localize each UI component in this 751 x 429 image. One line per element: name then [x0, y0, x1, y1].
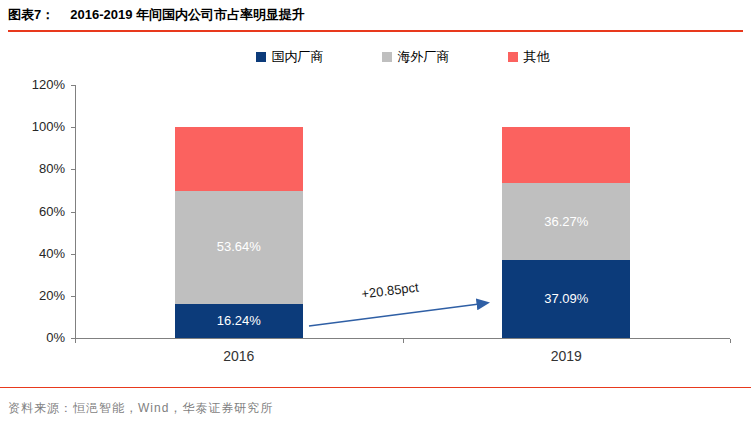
- y-axis-tick: [71, 169, 75, 170]
- y-tick-label: 100%: [13, 119, 65, 135]
- legend-label: 其他: [524, 48, 550, 66]
- figure-panel: 图表7： 2016-2019 年间国内公司市占率明显提升 国内厂商海外厂商其他 …: [0, 0, 751, 429]
- y-tick-label: 120%: [13, 77, 65, 93]
- figure-title: 2016-2019 年间国内公司市占率明显提升: [70, 6, 305, 24]
- legend-swatch-icon: [256, 52, 266, 62]
- legend-item-其他: 其他: [508, 48, 550, 66]
- legend-swatch-icon: [508, 52, 518, 62]
- source-note: 资料来源：恒浥智能，Wind，华泰证券研究所: [8, 401, 273, 415]
- annotation-text: +20.85pct: [330, 276, 451, 306]
- bar-segment-value: 16.24%: [175, 313, 303, 329]
- x-axis-tick: [403, 339, 404, 343]
- x-category-label: 2019: [526, 348, 606, 364]
- x-category-label: 2016: [199, 348, 279, 364]
- y-tick-label: 80%: [13, 161, 65, 177]
- y-tick-label: 40%: [13, 246, 65, 262]
- x-axis-tick: [75, 339, 76, 343]
- legend-item-海外厂商: 海外厂商: [382, 48, 450, 66]
- figure-footer: 资料来源：恒浥智能，Wind，华泰证券研究所: [0, 387, 751, 417]
- y-axis-tick: [71, 85, 75, 86]
- y-tick-label: 20%: [13, 288, 65, 304]
- y-axis-tick: [71, 212, 75, 213]
- y-tick-label: 0%: [13, 330, 65, 346]
- figure-header: 图表7： 2016-2019 年间国内公司市占率明显提升: [8, 0, 743, 32]
- y-tick-label: 60%: [13, 204, 65, 220]
- bar-segment-value: 36.27%: [502, 214, 630, 230]
- y-axis-tick: [71, 127, 75, 128]
- legend-label: 海外厂商: [398, 48, 450, 66]
- figure-number-label: 图表7：: [8, 6, 54, 24]
- legend-item-国内厂商: 国内厂商: [256, 48, 324, 66]
- y-axis: [75, 85, 76, 338]
- legend-swatch-icon: [382, 52, 392, 62]
- y-axis-tick: [71, 296, 75, 297]
- bar-segment-value: 37.09%: [502, 291, 630, 307]
- bar-segment-2016-其他: [175, 127, 303, 191]
- legend-label: 国内厂商: [272, 48, 324, 66]
- bar-segment-value: 53.64%: [175, 239, 303, 255]
- bar-segment-2019-其他: [502, 127, 630, 183]
- chart-legend: 国内厂商 海外厂商 其他: [75, 47, 730, 67]
- x-axis-tick: [730, 339, 731, 343]
- y-axis-tick: [71, 254, 75, 255]
